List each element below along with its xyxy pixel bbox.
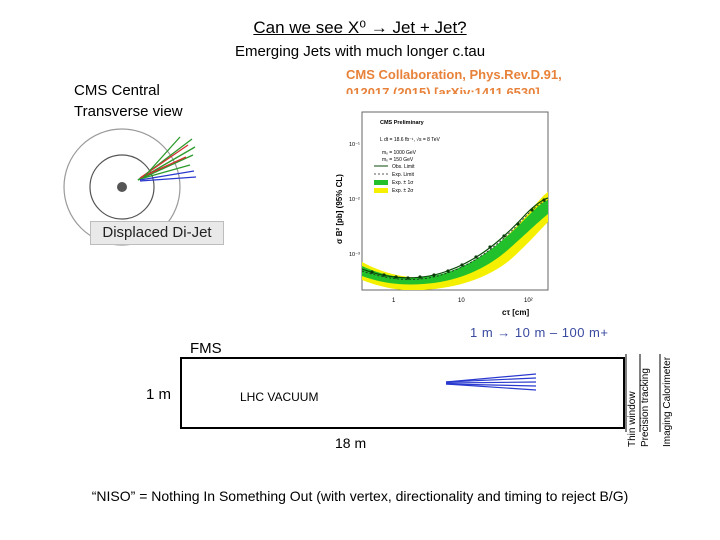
precision-tracking-label: Precision tracking [640, 368, 651, 447]
vacuum-box [180, 357, 625, 429]
legend-mass-1: mₓ = 1000 GeV [382, 150, 417, 156]
event-display [63, 128, 197, 246]
lhc-vacuum-label: LHC VACUUM [240, 390, 319, 404]
x-tick-1: 1 [392, 298, 396, 304]
observed-limit-line [362, 197, 548, 279]
event-display-label-line2: Transverse view [74, 103, 183, 120]
event-display-label-line1: CMS Central [74, 82, 160, 99]
x-tick-2: 10 [458, 298, 465, 304]
plot-x-label: cτ [cm] [502, 308, 529, 317]
limit-plot: CMS Preliminary L dt = 18.6 fb⁻¹, √s = 8… [335, 111, 549, 317]
jet-tracks [137, 136, 197, 182]
legend-mass-2: mₓ = 150 GeV [382, 157, 414, 163]
y-tick-3: 10⁻³ [349, 252, 360, 258]
jet-rays [445, 373, 537, 391]
outer-ring [63, 128, 181, 246]
middle-ring [89, 154, 155, 220]
distance-label: 1 m → 10 m – 100 m+ [470, 325, 609, 340]
exp-1sigma-band [362, 200, 548, 285]
plot-frame [361, 111, 549, 291]
legend-exp-limit: Exp. Limit [392, 172, 415, 178]
imaging-calorimeter-label: Imaging Calorimeter [662, 356, 673, 447]
legend-obs-limit: Obs. Limit [392, 164, 415, 170]
page-title: Can we see X⁰ → Jet + Jet? [253, 18, 467, 37]
y-tick-1: 10⁻¹ [349, 142, 360, 148]
fms-label: FMS [190, 340, 222, 357]
subtitle: Emerging Jets with much longer c.tau [234, 43, 486, 60]
one-meter-label: 1 m [146, 386, 172, 403]
expected-limit-line [362, 199, 548, 280]
plot-lumi: L dt = 18.6 fb⁻¹, √s = 8 TeV [380, 136, 441, 143]
legend-1sigma: Exp. ± 1σ [392, 180, 414, 186]
plot-y-label: σ B² [pb] (95% CL) [335, 174, 344, 244]
y-tick-2: 10⁻² [349, 197, 360, 203]
exp-2sigma-band [362, 192, 548, 290]
niso-definition: “NISO” = Nothing In Something Out (with … [91, 488, 629, 504]
detector-schematic [180, 354, 661, 432]
reference-line-2: 012017 (2015) [arXiv:1411.6530], [346, 85, 544, 94]
displaced-dijet-caption: Displaced Di-Jet [90, 221, 224, 245]
reference-citation: CMS Collaboration, Phys.Rev.D.91, 012017… [346, 66, 562, 94]
observed-points [370, 198, 546, 280]
reference-line-1: CMS Collaboration, Phys.Rev.D.91, [346, 67, 562, 82]
x-tick-3: 10² [524, 298, 533, 304]
plot-header: CMS Preliminary [380, 120, 425, 126]
legend-2sigma: Exp. ± 2σ [392, 188, 414, 194]
event-display-label: CMS Central Transverse view [74, 80, 183, 122]
beam-spot [117, 182, 127, 192]
length-label: 18 m [335, 435, 367, 451]
thin-window-label: Thin window [627, 391, 638, 447]
